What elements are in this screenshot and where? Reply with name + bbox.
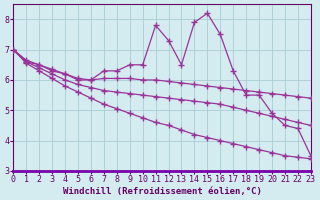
X-axis label: Windchill (Refroidissement éolien,°C): Windchill (Refroidissement éolien,°C)	[63, 187, 261, 196]
